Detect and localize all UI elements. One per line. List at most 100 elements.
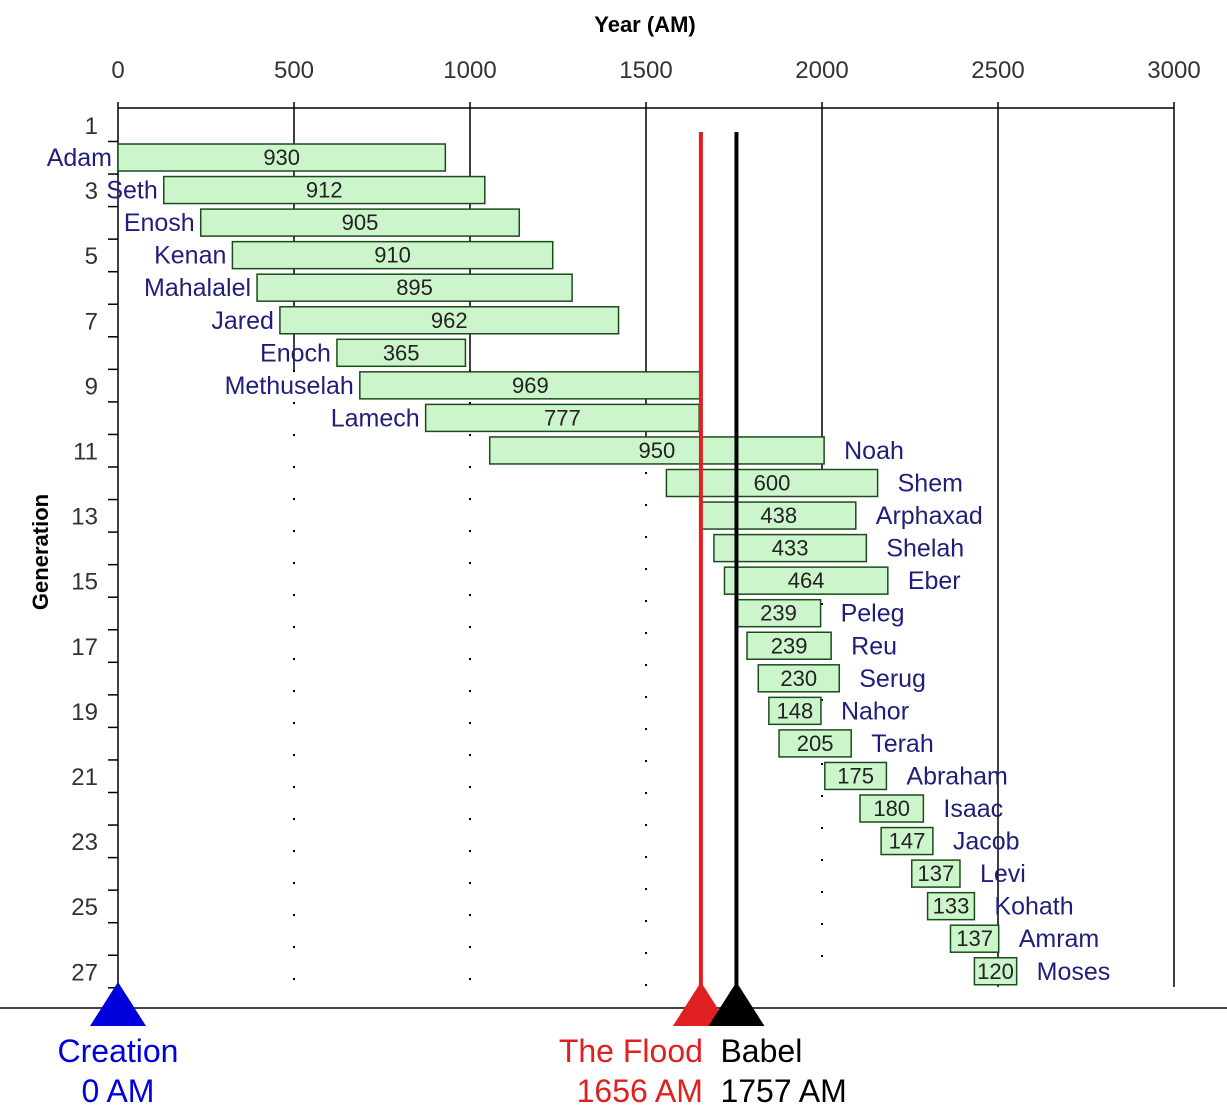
bars: 930 Adam 912 Seth 905 Enosh 910 Kenan 895 Mahalal…: [47, 143, 1111, 986]
bar-value-label: 930: [263, 145, 300, 170]
person-name: Peleg: [841, 600, 905, 628]
axes: 0 500 1000 1500 2000 2500 30001357911131517192…: [0, 57, 1227, 1009]
bar-value-label: 239: [771, 633, 808, 658]
y-tick-label: 15: [71, 569, 98, 596]
person-name: Seth: [106, 177, 157, 205]
y-tick-label: 13: [71, 504, 98, 531]
bar-value-label: 895: [396, 275, 433, 300]
lifespan-bar: [973, 957, 1018, 986]
lifespan-bar: [488, 436, 825, 465]
bar-value-label: 239: [760, 601, 797, 626]
person-name: Eber: [908, 567, 961, 595]
bar-value-label: 180: [873, 796, 910, 821]
bar-value-label: 137: [918, 861, 955, 886]
bar-value-label: 912: [306, 178, 343, 203]
lifespan-bar: [880, 826, 934, 856]
x-tick-label: 2500: [971, 57, 1024, 84]
person-name: Isaac: [943, 795, 1003, 823]
x-tick-label: 3000: [1147, 57, 1200, 84]
person-name: Reu: [851, 632, 897, 660]
lifespan-bar: [949, 924, 1000, 953]
y-tick-label: 3: [85, 178, 98, 205]
lifespan-bar: [859, 794, 925, 823]
person-name: Adam: [47, 144, 112, 172]
y-tick-label: 9: [85, 373, 98, 400]
babel-title: Babel: [720, 1033, 802, 1069]
bar-value-label: 230: [780, 666, 817, 691]
bar-value-label: 910: [374, 243, 411, 268]
person-name: Jared: [211, 307, 274, 335]
events: Creation 0 AM The Flood 1656 AM Babel 1757 AM: [58, 132, 847, 1109]
y-axis-title: Generation: [28, 494, 53, 610]
bar-value-label: 147: [889, 829, 926, 854]
bar-value-label: 464: [788, 568, 825, 593]
flood-title: The Flood: [559, 1033, 703, 1069]
x-tick-label: 2000: [795, 57, 848, 84]
person-name: Lamech: [331, 404, 420, 432]
y-tick-label: 23: [71, 829, 98, 856]
person-name: Kohath: [994, 893, 1073, 921]
person-name: Shem: [898, 470, 963, 498]
person-name: Nahor: [841, 697, 909, 725]
person-name: Levi: [980, 860, 1026, 888]
bar-value-label: 133: [933, 894, 970, 919]
lifespan-bar: [768, 696, 822, 726]
lifespan-bar: [778, 729, 852, 758]
bar-value-label: 137: [956, 926, 993, 951]
flood-triangle-icon: [672, 982, 729, 1026]
y-tick-label: 19: [71, 699, 98, 726]
lifespan-bar: [911, 859, 961, 888]
x-axis-title: Year (AM): [594, 12, 695, 37]
y-tick-label: 21: [71, 764, 98, 791]
x-tick-label: 1500: [619, 57, 672, 84]
creation-triangle-icon: [90, 982, 146, 1026]
lifespan-bar: [359, 371, 702, 400]
person-name: Jacob: [953, 828, 1020, 856]
y-tick-label: 7: [85, 308, 98, 335]
person-name: Moses: [1037, 958, 1111, 986]
bar-value-label: 905: [342, 210, 379, 235]
lifespan-bar: [231, 240, 554, 270]
x-tick-label: 500: [274, 57, 314, 84]
lifespan-bar: [279, 306, 620, 335]
person-name: Arphaxad: [876, 502, 983, 530]
lifespan-bar: [256, 273, 573, 302]
lifespan-bar: [424, 403, 700, 433]
y-tick-label: 25: [71, 894, 98, 921]
bar-value-label: 438: [760, 503, 797, 528]
person-name: Enosh: [124, 209, 195, 237]
lifespan-bar: [926, 891, 976, 921]
bar-value-label: 175: [837, 763, 874, 788]
creation-title: Creation: [58, 1033, 179, 1069]
bar-value-label: 600: [754, 471, 791, 496]
person-name: Terah: [871, 730, 934, 758]
lifespan-bar: [746, 631, 832, 660]
y-tick-label: 11: [73, 439, 98, 466]
bar-value-label: 950: [639, 438, 676, 463]
lifespan-bar: [713, 533, 868, 563]
lifespan-bar: [700, 501, 857, 530]
lifespan-bar: [757, 664, 840, 693]
bar-value-label: 120: [977, 959, 1014, 984]
person-name: Serug: [859, 665, 926, 693]
lifespan-bar: [117, 143, 447, 172]
lifespan-bar: [163, 175, 486, 205]
y-tick-label: 1: [85, 113, 98, 140]
y-tick-label: 17: [71, 634, 98, 661]
y-tick-label: 5: [85, 243, 98, 270]
x-tick-label: 0: [111, 57, 124, 84]
person-name: Mahalalel: [144, 274, 251, 302]
person-name: Amram: [1019, 925, 1100, 953]
person-name: Enoch: [260, 339, 331, 367]
person-name: Shelah: [886, 535, 964, 563]
lifespan-bar: [199, 208, 521, 237]
flood-subtitle: 1656 AM: [577, 1073, 703, 1109]
person-name: Abraham: [906, 762, 1007, 790]
lifespan-bar: [824, 761, 888, 791]
babel-subtitle: 1757 AM: [720, 1073, 846, 1109]
bar-value-label: 205: [797, 731, 834, 756]
bar-value-label: 777: [544, 405, 581, 430]
x-tick-label: 1000: [443, 57, 496, 84]
lifespan-bar: [735, 598, 822, 628]
